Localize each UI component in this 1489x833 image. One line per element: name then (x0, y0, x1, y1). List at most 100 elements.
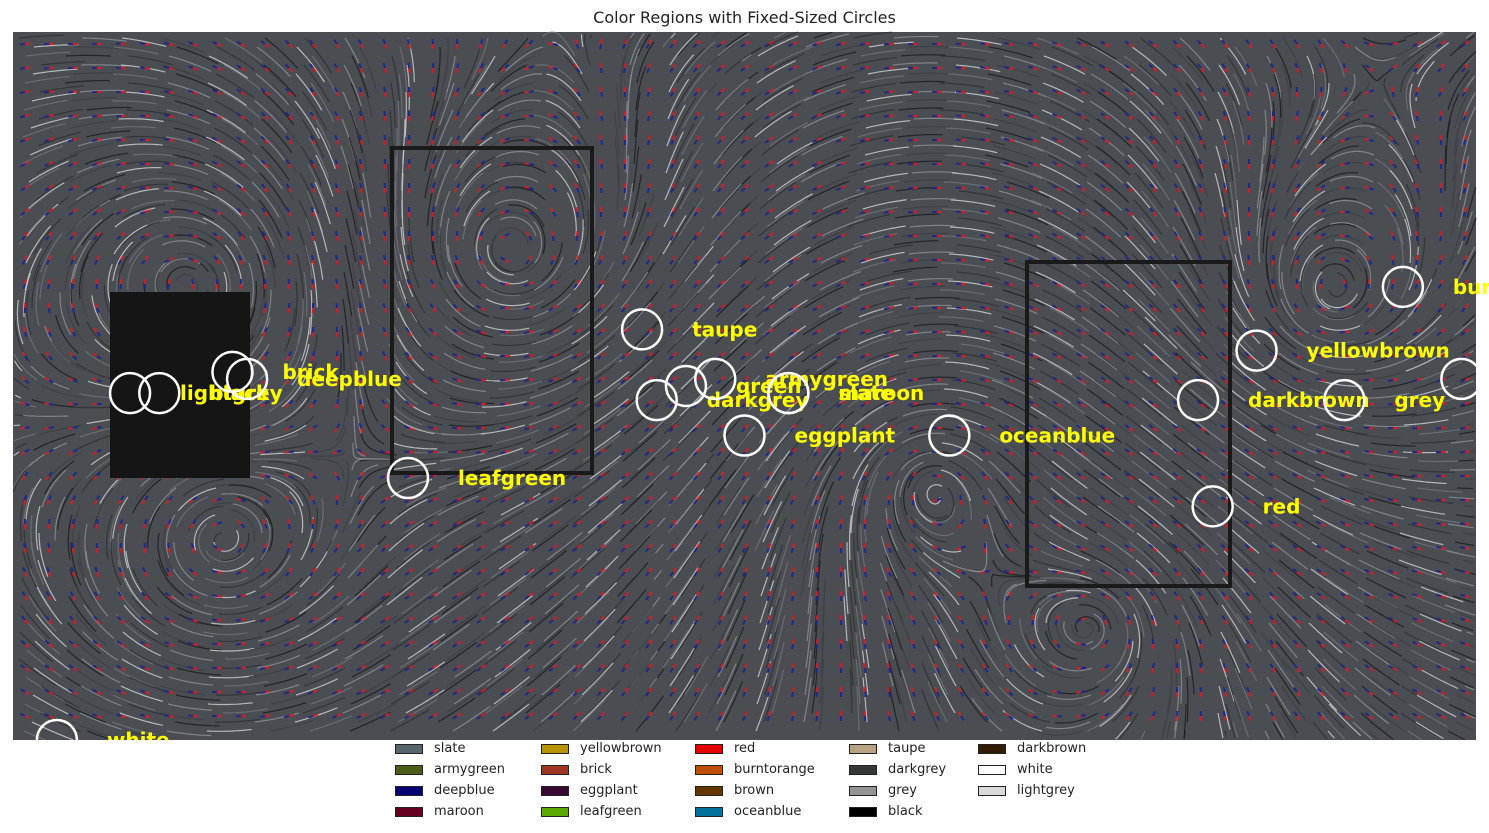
streamline (452, 503, 494, 525)
streamline (1284, 181, 1311, 219)
streamline (1004, 653, 1037, 687)
streamline (1047, 154, 1088, 178)
quiver-arrow (1008, 355, 1015, 359)
streamline (123, 523, 129, 569)
streamline (1227, 649, 1247, 692)
quiver-arrow (192, 43, 199, 47)
quiver-arrow (475, 329, 482, 333)
streamline (1455, 721, 1474, 732)
streamline (666, 524, 695, 561)
quiver-arrow (883, 67, 890, 70)
streamline (354, 181, 365, 227)
quiver-arrow (24, 137, 31, 141)
streamline (1095, 559, 1133, 587)
streamline (768, 351, 804, 381)
streamline (258, 591, 298, 615)
quiver-arrow (1436, 355, 1442, 360)
streamline (1002, 289, 1046, 307)
quiver-arrow (192, 91, 199, 95)
streamline (1033, 325, 1074, 348)
quiver-arrow (528, 163, 535, 166)
quiver-arrow (1460, 307, 1466, 313)
streamline (1354, 46, 1396, 62)
streamline (558, 84, 589, 120)
quiver-arrow (1222, 110, 1226, 117)
quiver-arrow (624, 327, 630, 333)
quiver-arrow (478, 235, 482, 242)
quiver-arrow (1391, 86, 1394, 93)
quiver-arrow (720, 351, 726, 357)
streamline (260, 451, 306, 456)
streamline (1321, 478, 1365, 496)
quiver-arrow (432, 182, 436, 189)
streamline (24, 75, 70, 84)
streamline (357, 307, 369, 352)
streamline (117, 255, 128, 300)
streamline (117, 532, 126, 578)
quiver-arrow (1076, 232, 1082, 237)
quiver-arrow (1198, 135, 1202, 141)
streamline (1453, 111, 1465, 156)
quiver-arrow (1008, 379, 1015, 383)
streamline (304, 637, 345, 660)
streamline (401, 406, 443, 426)
quiver-arrow (1200, 139, 1204, 145)
streamline (1169, 307, 1201, 343)
streamline (23, 524, 33, 569)
quiver-arrow (1296, 307, 1301, 313)
streamline (1282, 658, 1311, 695)
streamline (1404, 385, 1449, 399)
streamline (85, 130, 131, 138)
streamline (1320, 64, 1327, 110)
streamline (1130, 487, 1167, 517)
streamline (40, 61, 86, 66)
quiver-arrow (1128, 403, 1134, 408)
quiver-arrow (476, 187, 482, 193)
quiver-arrow (1320, 355, 1327, 359)
quiver-arrow (864, 66, 871, 69)
streamline (933, 594, 959, 633)
streamline (1297, 100, 1314, 144)
streamline (303, 64, 330, 103)
streamline (880, 535, 898, 579)
streamline (850, 488, 859, 534)
quiver-arrow (139, 187, 146, 190)
streamline (846, 542, 850, 588)
streamline (1413, 338, 1453, 363)
quiver-arrow (835, 163, 842, 167)
streamline (1034, 91, 1077, 111)
quiver-arrow (1003, 89, 1010, 93)
streamline (524, 307, 566, 327)
streamline (1032, 145, 1074, 167)
streamline (493, 477, 535, 498)
streamline (434, 569, 472, 597)
quiver-arrow (192, 211, 199, 215)
quiver-arrow (693, 211, 698, 217)
quiver-arrow (984, 355, 991, 359)
streamline (1361, 64, 1396, 82)
streamline (1131, 46, 1167, 77)
quiver-arrow (692, 43, 698, 49)
quiver-arrow (96, 355, 102, 360)
streamline (987, 487, 1013, 527)
streamline (449, 397, 495, 404)
quiver-arrow (669, 67, 674, 73)
streamline (164, 577, 201, 606)
quiver-arrow (144, 518, 148, 525)
quiver-arrow (598, 86, 602, 93)
streamline (821, 411, 855, 444)
streamline (614, 137, 619, 182)
streamline (1406, 550, 1451, 565)
quiver-arrow (1368, 451, 1375, 454)
streamline (1042, 289, 1083, 313)
streamline (855, 659, 861, 705)
streamline (251, 569, 289, 597)
streamline (33, 667, 72, 694)
streamline (1354, 460, 1400, 470)
streamline (710, 618, 732, 660)
streamline (1329, 199, 1373, 210)
quiver-arrow (744, 327, 750, 333)
streamline (355, 154, 366, 200)
streamline (168, 676, 214, 686)
quiver-arrow (1244, 400, 1250, 405)
